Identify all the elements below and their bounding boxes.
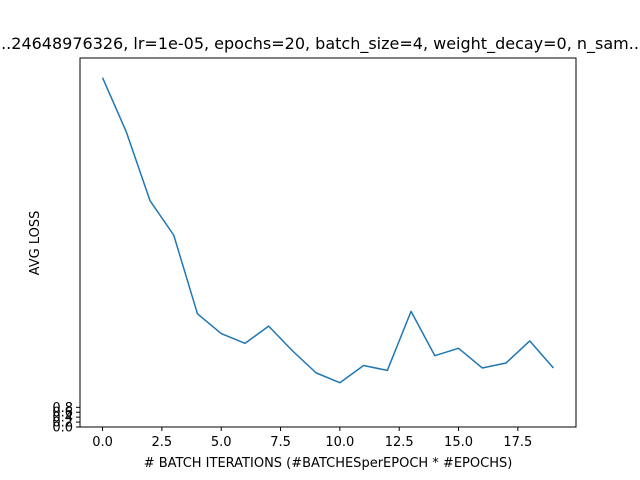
y-tick-label: 0.0	[52, 421, 73, 436]
y-tick-label: 0.2	[52, 416, 73, 431]
x-axis-label: # BATCH ITERATIONS (#BATCHESperEPOCH * #…	[144, 456, 513, 471]
x-tick-label: 2.5	[152, 435, 173, 450]
chart-title: ...24648976326, lr=1e-05, epochs=20, bat…	[0, 34, 640, 54]
x-tick-label: 12.5	[385, 435, 414, 450]
series-line	[101, 77, 555, 384]
x-tick-label: 0.0	[92, 435, 113, 450]
x-axis: 0.0 2.5 5.0 7.5 10.0 12.5 15.0 17.5	[92, 427, 532, 450]
y-tick-label: 0.8	[52, 401, 73, 416]
series-layer	[101, 77, 555, 384]
x-tick-label: 7.5	[270, 435, 291, 450]
x-tick-label: 5.0	[211, 435, 232, 450]
x-tick-label: 10.0	[325, 435, 354, 450]
y-tick-label: 0.4	[52, 411, 73, 426]
y-tick-label: 0.6	[52, 406, 73, 421]
y-axis: 0.00.20.40.60.8	[52, 401, 80, 436]
plot-area	[79, 57, 577, 428]
x-tick-label: 15.0	[444, 435, 473, 450]
y-axis-label: AVG LOSS	[28, 211, 43, 276]
x-tick-label: 17.5	[503, 435, 532, 450]
